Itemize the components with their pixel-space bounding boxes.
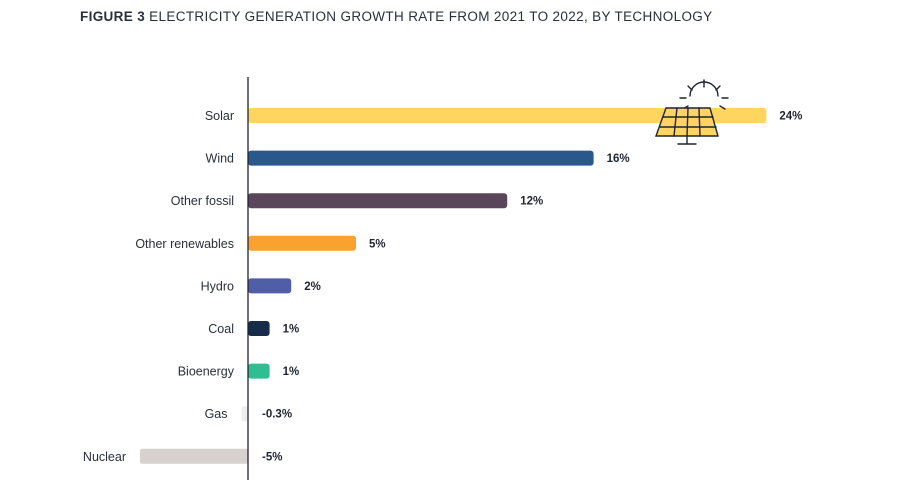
value-label-other-renewables: 5% [369, 238, 386, 250]
bar-other-fossil [248, 193, 508, 209]
bar-hydro [248, 278, 292, 294]
category-label-solar: Solar [205, 109, 234, 123]
value-label-coal: 1% [283, 324, 300, 336]
category-label-other-renewables: Other renewables [135, 237, 234, 251]
value-label-gas: -0.3% [262, 409, 292, 421]
category-label-nuclear: Nuclear [83, 450, 126, 464]
bar-coal [248, 321, 270, 336]
value-label-wind: 16% [607, 153, 630, 165]
bar-gas [241, 406, 248, 422]
figure-title-text: ELECTRICITY GENERATION GROWTH RATE FROM … [149, 9, 713, 24]
category-label-coal: Coal [208, 322, 234, 336]
figure-title: FIGURE 3 ELECTRICITY GENERATION GROWTH R… [80, 9, 713, 24]
value-label-hydro: 2% [304, 281, 321, 293]
bar-wind [248, 150, 594, 166]
bar-solar [248, 108, 767, 123]
category-label-bioenergy: Bioenergy [178, 365, 235, 379]
category-label-hydro: Hydro [201, 279, 234, 293]
figure-number: FIGURE 3 [80, 9, 146, 24]
category-label-wind: Wind [206, 152, 235, 166]
value-label-nuclear: -5% [262, 451, 282, 463]
bar-bioenergy [248, 363, 270, 379]
value-label-other-fossil: 12% [520, 196, 543, 208]
solar-panel-sun-icon [655, 79, 729, 145]
bar-other-renewables [248, 235, 356, 251]
category-label-gas: Gas [205, 407, 228, 421]
value-label-solar: 24% [779, 111, 802, 123]
bar-nuclear [140, 448, 248, 464]
value-label-bioenergy: 1% [283, 366, 300, 378]
category-label-other-fossil: Other fossil [171, 194, 234, 208]
